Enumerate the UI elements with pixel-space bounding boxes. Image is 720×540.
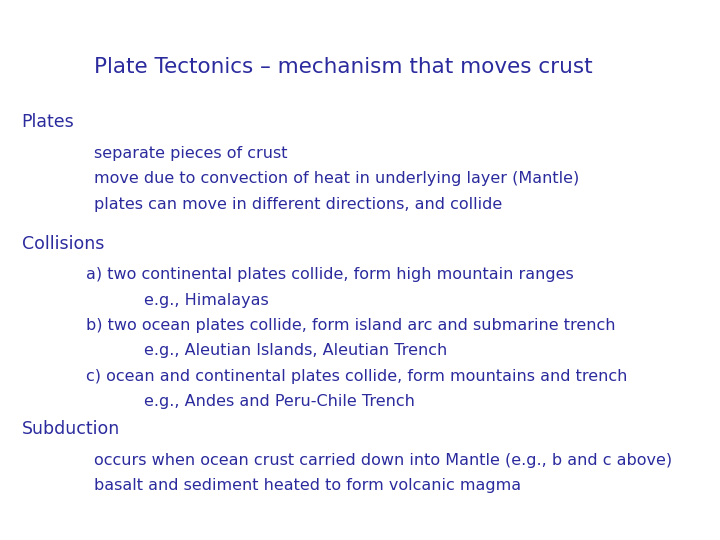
Text: basalt and sediment heated to form volcanic magma: basalt and sediment heated to form volca… — [94, 478, 521, 493]
Text: a) two continental plates collide, form high mountain ranges: a) two continental plates collide, form … — [86, 267, 574, 282]
Text: separate pieces of crust: separate pieces of crust — [94, 146, 287, 161]
Text: e.g., Himalayas: e.g., Himalayas — [144, 293, 269, 308]
Text: b) two ocean plates collide, form island arc and submarine trench: b) two ocean plates collide, form island… — [86, 318, 616, 333]
Text: e.g., Andes and Peru-Chile Trench: e.g., Andes and Peru-Chile Trench — [144, 394, 415, 409]
Text: occurs when ocean crust carried down into Mantle (e.g., b and c above): occurs when ocean crust carried down int… — [94, 453, 672, 468]
Text: Plates: Plates — [22, 113, 74, 131]
Text: Subduction: Subduction — [22, 420, 120, 438]
Text: e.g., Aleutian Islands, Aleutian Trench: e.g., Aleutian Islands, Aleutian Trench — [144, 343, 447, 359]
Text: Plate Tectonics – mechanism that moves crust: Plate Tectonics – mechanism that moves c… — [94, 57, 593, 77]
Text: move due to convection of heat in underlying layer (Mantle): move due to convection of heat in underl… — [94, 171, 579, 186]
Text: plates can move in different directions, and collide: plates can move in different directions,… — [94, 197, 502, 212]
Text: Collisions: Collisions — [22, 235, 104, 253]
Text: c) ocean and continental plates collide, form mountains and trench: c) ocean and continental plates collide,… — [86, 369, 628, 384]
